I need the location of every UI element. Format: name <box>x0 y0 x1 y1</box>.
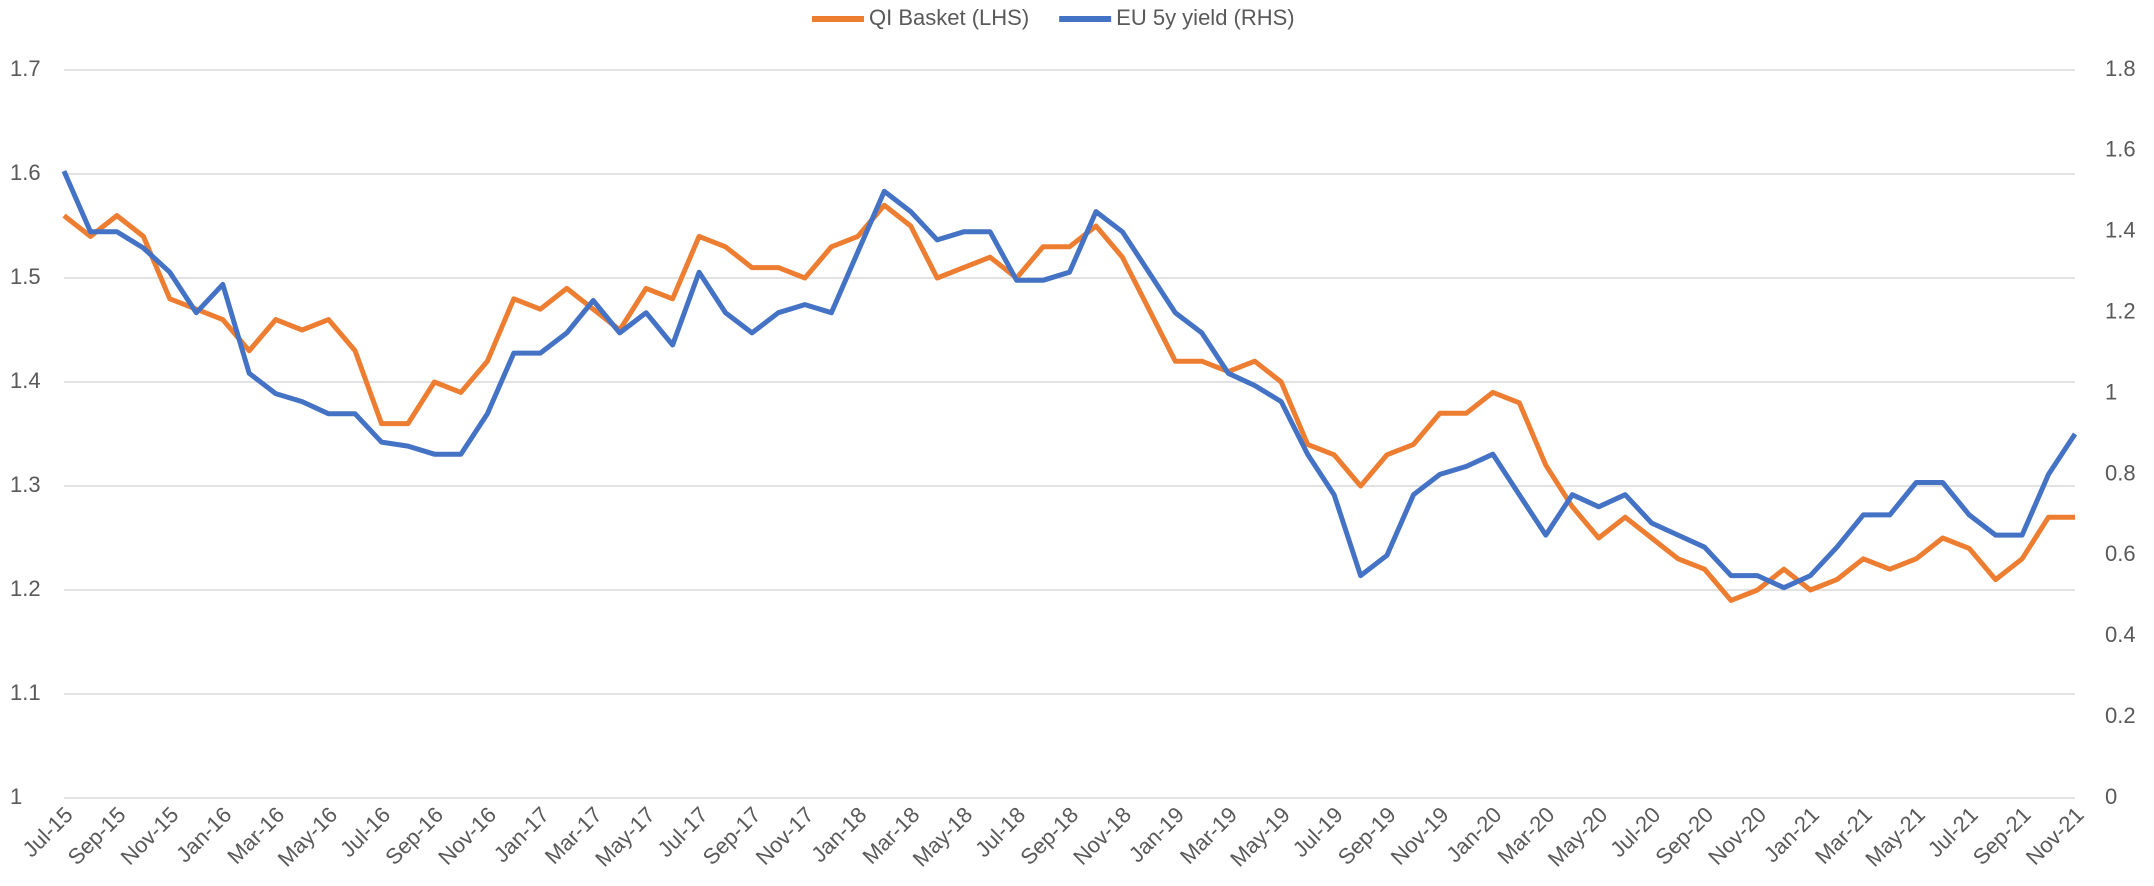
y2-tick-label: 0.2 <box>2105 703 2136 728</box>
x-tick-label: May-21 <box>1860 802 1930 872</box>
x-tick-label: Sep-21 <box>1968 802 2036 870</box>
y2-tick-label: 1.8 <box>2105 56 2136 81</box>
y-tick-label: 1.4 <box>10 368 41 393</box>
x-tick-label: May-19 <box>1225 802 1295 872</box>
y-tick-label: 1.1 <box>10 680 41 705</box>
x-tick-label: Nov-18 <box>1068 802 1136 870</box>
x-tick-label: Nov-16 <box>433 802 501 870</box>
y-tick-label: 1 <box>10 784 22 809</box>
y2-tick-label: 0.8 <box>2105 460 2136 485</box>
y2-tick-label: 1.4 <box>2105 218 2136 243</box>
x-tick-label: Jan-17 <box>489 802 554 867</box>
x-tick-label: Nov-21 <box>2021 802 2089 870</box>
y2-tick-label: 0.4 <box>2105 622 2136 647</box>
y2-tick-label: 0 <box>2105 784 2117 809</box>
legend-label: EU 5y yield (RHS) <box>1116 5 1294 30</box>
y-tick-label: 1.2 <box>10 576 41 601</box>
x-tick-label: Nov-17 <box>751 802 819 870</box>
series-line <box>61 170 2078 591</box>
x-tick-label: Nov-20 <box>1703 802 1771 870</box>
x-tick-label: Sep-15 <box>63 802 131 870</box>
y-tick-label: 1.5 <box>10 264 41 289</box>
x-tick-label: Sep-17 <box>698 802 766 870</box>
y-tick-label: 1.6 <box>10 160 41 185</box>
x-tick-label: Jan-16 <box>171 802 236 867</box>
x-tick-label: Jan-20 <box>1441 802 1506 867</box>
x-tick-label: May-16 <box>273 802 343 872</box>
x-tick-label: Jan-18 <box>806 802 871 867</box>
x-tick-label: Sep-20 <box>1650 802 1718 870</box>
y2-tick-label: 0.6 <box>2105 541 2136 566</box>
x-tick-label: May-17 <box>590 802 660 872</box>
legend-label: QI Basket (LHS) <box>869 5 1029 30</box>
x-tick-label: Jan-19 <box>1124 802 1189 867</box>
x-tick-label: Sep-19 <box>1333 802 1401 870</box>
x-tick-label: Sep-16 <box>380 802 448 870</box>
y2-tick-label: 1 <box>2105 379 2117 404</box>
y2-tick-label: 1.2 <box>2105 298 2136 323</box>
y-tick-label: 1.7 <box>10 56 41 81</box>
x-tick-label: May-20 <box>1543 802 1613 872</box>
x-tick-label: Sep-18 <box>1015 802 1083 870</box>
x-tick-label: Nov-19 <box>1386 802 1454 870</box>
series-line <box>62 202 2075 603</box>
y2-tick-label: 1.6 <box>2105 137 2136 162</box>
x-tick-label: Nov-15 <box>116 802 184 870</box>
x-tick-label: May-18 <box>908 802 978 872</box>
x-tick-label: Jan-21 <box>1759 802 1824 867</box>
y-tick-label: 1.3 <box>10 472 41 497</box>
